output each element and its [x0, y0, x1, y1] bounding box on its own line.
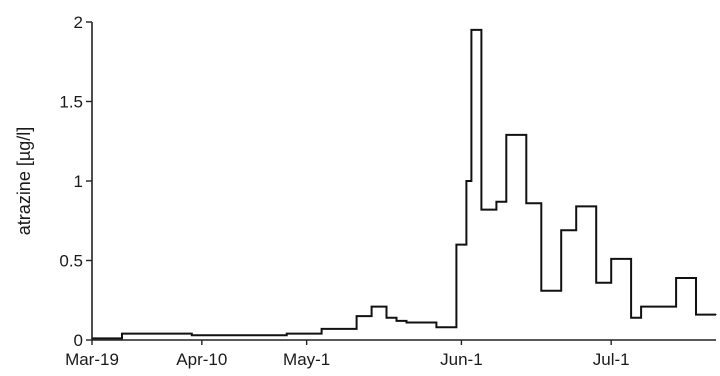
data-point — [640, 306, 642, 308]
data-point — [91, 337, 93, 340]
data-point — [470, 29, 472, 31]
data-point — [540, 290, 542, 292]
data-point — [575, 205, 577, 208]
data-point — [465, 180, 467, 182]
data-point — [355, 315, 358, 317]
x-axis-ticks: Mar-19 Apr-10 May-1 Jun-1 Jul-1 — [65, 340, 630, 369]
data-point — [495, 201, 497, 203]
data-point — [321, 328, 323, 330]
data-point — [505, 134, 507, 136]
y-axis-ticks: 0 0.5 1 1.5 2 — [59, 13, 92, 350]
data-point — [385, 317, 388, 319]
data-point — [560, 229, 562, 231]
data-point — [610, 258, 612, 260]
x-tick-label: Mar-19 — [65, 350, 119, 369]
y-tick-label: 1.5 — [59, 93, 83, 112]
data-point — [675, 277, 677, 279]
y-axis-label: atrazine [µg/l] — [14, 127, 34, 235]
data-point — [455, 244, 458, 246]
data-point — [695, 313, 697, 316]
y-tick-label: 2 — [74, 13, 83, 32]
y-tick-label: 1 — [74, 172, 83, 191]
data-point — [121, 333, 123, 335]
y-tick-label: 0.5 — [59, 252, 83, 271]
x-tick-label: Apr-10 — [176, 350, 227, 369]
plot-area — [91, 22, 717, 341]
data-point — [191, 334, 193, 336]
data-point — [595, 282, 597, 284]
data-point — [405, 321, 408, 324]
data-point — [395, 320, 398, 322]
data-point — [370, 306, 373, 308]
x-tick-label: Jul-1 — [593, 350, 630, 369]
data-point — [480, 209, 482, 211]
x-tick-label: Jun-1 — [440, 350, 483, 369]
data-point — [525, 202, 527, 204]
data-point — [286, 333, 288, 335]
data-point — [435, 326, 438, 328]
x-tick-label: May-1 — [283, 350, 330, 369]
data-point — [630, 317, 632, 319]
y-tick-label: 0 — [74, 331, 83, 350]
series-line-0 — [92, 28, 716, 340]
data-point — [715, 313, 717, 316]
